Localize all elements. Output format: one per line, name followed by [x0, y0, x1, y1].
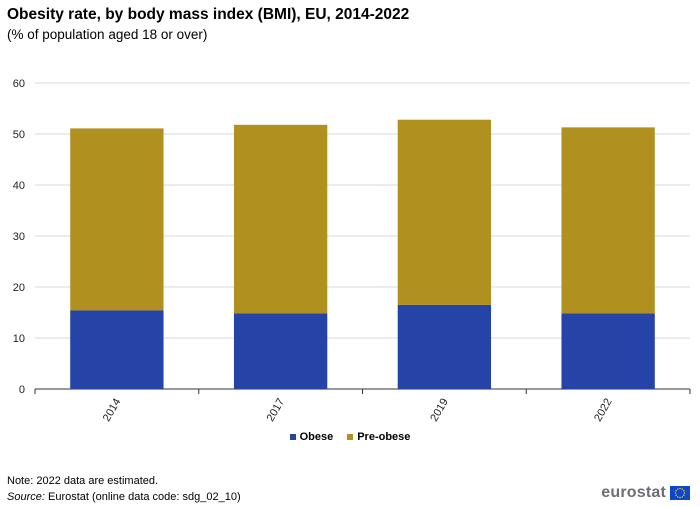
bar-pre-obese-2019: [397, 119, 492, 305]
legend: Obese Pre-obese: [0, 431, 700, 443]
y-tick-label-10: 10: [13, 333, 25, 345]
bar-obese-2022: [561, 313, 655, 389]
bar-obese-2014: [70, 310, 164, 389]
source-label: Source:: [7, 491, 45, 503]
logo-text: eurostat: [601, 484, 666, 501]
x-tick-label-2019: 2019: [428, 397, 451, 424]
y-tick-label-60: 60: [13, 78, 25, 90]
source-text: Eurostat (online data code: sdg_02_10): [47, 491, 241, 503]
legend-swatch-obese: [289, 434, 296, 440]
x-tick-label-2017: 2017: [265, 397, 288, 424]
y-tick-label-20: 20: [13, 282, 25, 294]
footnote: Note: 2022 data are estimated.: [7, 475, 159, 487]
x-tick-label-2022: 2022: [592, 397, 615, 424]
y-tick-label-40: 40: [13, 180, 25, 192]
legend-item-obese[interactable]: Obese: [289, 431, 334, 443]
y-tick-label-0: 0: [19, 384, 25, 396]
legend-swatch-pre-obese: [347, 434, 354, 440]
eu-flag-icon: [670, 486, 690, 500]
chart-subtitle: (% of population aged 18 or over): [7, 27, 208, 42]
legend-item-pre-obese[interactable]: Pre-obese: [347, 431, 410, 443]
bar-pre-obese-2017: [233, 124, 328, 314]
legend-label-obese: Obese: [299, 431, 334, 443]
source-line: Source: Eurostat (online data code: sdg_…: [7, 491, 241, 503]
bar-obese-2019: [397, 304, 492, 389]
x-tick-label-2014: 2014: [101, 397, 124, 424]
eurostat-logo[interactable]: eurostat: [601, 484, 690, 502]
bar-pre-obese-2014: [70, 128, 164, 311]
bar-chart: 0 10 20 30 40 50 60 2014 2017 2019 2022: [13, 78, 691, 424]
legend-label-pre-obese: Pre-obese: [357, 431, 411, 443]
y-tick-label-50: 50: [13, 129, 25, 141]
bar-pre-obese-2022: [561, 127, 655, 314]
y-tick-label-30: 30: [13, 231, 25, 243]
bar-obese-2017: [233, 313, 328, 389]
chart-title: Obesity rate, by body mass index (BMI), …: [7, 6, 410, 23]
